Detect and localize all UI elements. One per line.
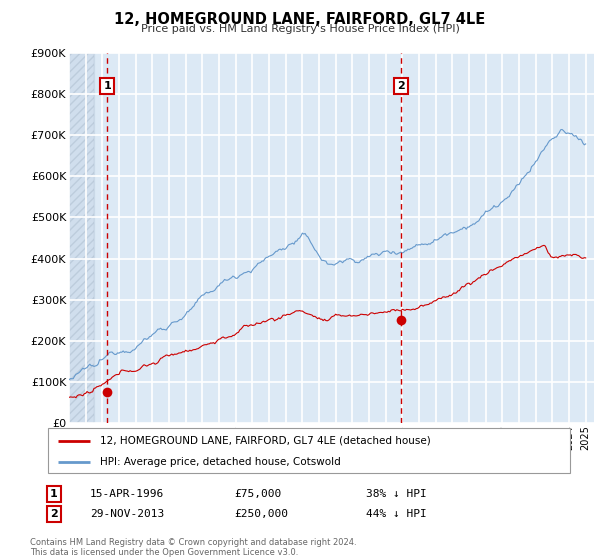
Text: 12, HOMEGROUND LANE, FAIRFORD, GL7 4LE (detached house): 12, HOMEGROUND LANE, FAIRFORD, GL7 4LE (… xyxy=(100,436,431,446)
Text: 2: 2 xyxy=(397,81,405,91)
Text: Price paid vs. HM Land Registry's House Price Index (HPI): Price paid vs. HM Land Registry's House … xyxy=(140,24,460,34)
Text: 12, HOMEGROUND LANE, FAIRFORD, GL7 4LE: 12, HOMEGROUND LANE, FAIRFORD, GL7 4LE xyxy=(115,12,485,27)
Text: 2: 2 xyxy=(50,509,58,519)
FancyBboxPatch shape xyxy=(48,428,570,473)
Text: 15-APR-1996: 15-APR-1996 xyxy=(90,489,164,499)
Text: 38% ↓ HPI: 38% ↓ HPI xyxy=(366,489,427,499)
Text: HPI: Average price, detached house, Cotswold: HPI: Average price, detached house, Cots… xyxy=(100,457,341,467)
Text: £75,000: £75,000 xyxy=(234,489,281,499)
Text: 44% ↓ HPI: 44% ↓ HPI xyxy=(366,509,427,519)
Text: £250,000: £250,000 xyxy=(234,509,288,519)
Text: 29-NOV-2013: 29-NOV-2013 xyxy=(90,509,164,519)
Text: This data is licensed under the Open Government Licence v3.0.: This data is licensed under the Open Gov… xyxy=(30,548,298,557)
Text: 1: 1 xyxy=(50,489,58,499)
Bar xyxy=(69,53,94,423)
Text: Contains HM Land Registry data © Crown copyright and database right 2024.: Contains HM Land Registry data © Crown c… xyxy=(30,538,356,547)
Text: 1: 1 xyxy=(103,81,111,91)
